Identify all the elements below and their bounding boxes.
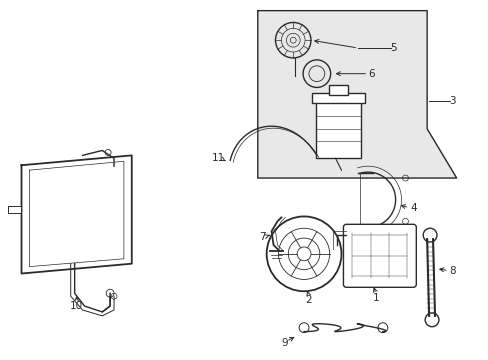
- Text: 1: 1: [372, 293, 379, 303]
- Text: 6: 6: [368, 69, 375, 79]
- Bar: [311, 93, 365, 103]
- Polygon shape: [257, 11, 456, 178]
- Polygon shape: [21, 156, 131, 274]
- Text: 9: 9: [281, 338, 287, 348]
- Text: 3: 3: [448, 96, 455, 106]
- Bar: [328, 85, 347, 95]
- Text: 4: 4: [409, 203, 416, 212]
- FancyBboxPatch shape: [343, 224, 415, 287]
- Text: 8: 8: [448, 266, 455, 276]
- Text: 7: 7: [259, 232, 265, 242]
- Text: 5: 5: [389, 43, 396, 53]
- Text: 10: 10: [70, 301, 83, 311]
- Bar: [315, 101, 361, 158]
- Text: 11: 11: [211, 153, 224, 163]
- Text: 2: 2: [305, 295, 312, 305]
- Bar: [8, 206, 21, 213]
